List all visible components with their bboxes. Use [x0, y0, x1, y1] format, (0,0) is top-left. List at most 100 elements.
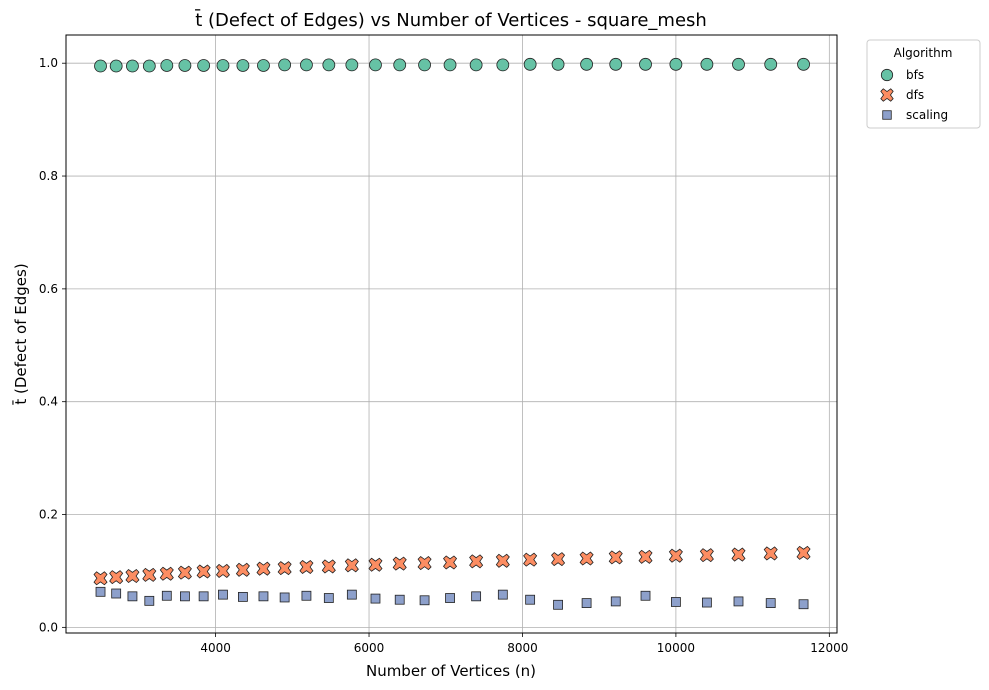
plot-background [66, 35, 837, 633]
plot-frame [65, 34, 838, 634]
scaling-point [161, 590, 172, 601]
scaling-point [497, 589, 508, 600]
scaling-point [144, 595, 155, 606]
dfs-point [608, 550, 623, 565]
dfs-point [125, 568, 140, 584]
dfs-point [235, 562, 250, 577]
x-axis-label: Number of Vertices (n) [366, 662, 536, 680]
bfs-point [700, 57, 714, 71]
scaling-point [127, 591, 138, 602]
scaling-point [765, 598, 776, 608]
legend: Algorithm bfs dfs scaling [866, 39, 981, 129]
dfs-point [417, 556, 432, 571]
dfs-point [551, 552, 566, 567]
legend-marker-dfs [880, 88, 894, 102]
scaling-point [553, 599, 563, 610]
dfs-point [731, 547, 746, 562]
bfs-point [443, 58, 457, 72]
scaling-point [670, 597, 681, 607]
chart-title: t̄ (Defect of Edges) vs Number of Vertic… [194, 9, 707, 31]
dfs-point [796, 545, 811, 560]
y-tick-label: 0.4 [39, 395, 58, 409]
bfs-point [300, 58, 313, 72]
scaling-point [180, 591, 190, 602]
x-tick-label: 12000 [810, 641, 848, 655]
bfs-point [764, 57, 778, 71]
dfs-point [142, 567, 157, 582]
x-tick-label: 6000 [354, 641, 385, 655]
scaling-point [218, 589, 228, 600]
scaling-point [471, 591, 482, 602]
bfs-point [609, 57, 623, 71]
bfs-point [732, 57, 745, 71]
dfs-point [321, 559, 336, 574]
legend-marker-bfs [880, 68, 894, 82]
bfs-point [216, 59, 230, 72]
scaling-point [301, 590, 312, 601]
dfs-point [469, 554, 484, 569]
scaling-point [238, 591, 248, 602]
legend-title: Algorithm [894, 46, 953, 60]
scaling-point [701, 597, 712, 608]
bfs-point [257, 59, 270, 72]
dfs-point [159, 566, 174, 581]
bfs-point [469, 58, 483, 72]
dfs-point [579, 551, 594, 566]
dfs-point [256, 561, 271, 576]
bfs-point [639, 57, 652, 71]
scaling-point [323, 593, 334, 603]
legend-marker-scaling [882, 110, 892, 120]
bfs-point [523, 57, 537, 71]
x-tick-label: 8000 [507, 641, 538, 655]
y-axis-label: t̄ (Defect of Edges) [11, 263, 30, 405]
bfs-point [393, 58, 407, 72]
dfs-point [495, 553, 510, 568]
bfs-point [197, 59, 211, 72]
dfs-point [299, 559, 314, 575]
dfs-point [392, 556, 407, 571]
scaling-point [525, 594, 536, 605]
bfs-point [797, 57, 810, 71]
scaling-point [279, 592, 290, 603]
series-layer [93, 57, 811, 610]
series-scaling [95, 586, 809, 610]
bfs-point [418, 58, 431, 72]
bfs-point [236, 59, 250, 72]
series-dfs [93, 545, 811, 586]
y-tick-label: 0.0 [39, 620, 58, 634]
scaling-point [370, 593, 381, 604]
scaling-point [346, 589, 357, 600]
bfs-point [160, 59, 174, 72]
dfs-point [638, 549, 653, 564]
scaling-point [394, 594, 405, 605]
y-tick-label: 0.6 [39, 282, 58, 296]
bfs-point [369, 58, 382, 72]
bfs-point [109, 59, 123, 73]
y-tick-label: 0.8 [39, 169, 58, 183]
grid-lines [66, 35, 837, 633]
legend-label-dfs: dfs [906, 88, 924, 102]
series-bfs [94, 57, 810, 73]
dfs-point [443, 555, 458, 570]
dfs-point [763, 546, 778, 561]
scaling-point [640, 590, 651, 601]
x-tick-label: 10000 [657, 641, 695, 655]
scaling-point [445, 593, 455, 603]
bfs-point [496, 58, 510, 72]
scaling-point [733, 596, 744, 607]
dfs-point [177, 565, 192, 580]
bfs-point [142, 59, 156, 73]
bfs-point [551, 57, 565, 71]
bfs-point [580, 57, 593, 71]
scaling-point [419, 595, 430, 606]
scaling-point [581, 598, 592, 608]
dfs-point [523, 552, 538, 567]
scaling-point [198, 591, 209, 602]
y-tick-label: 0.2 [39, 508, 58, 522]
dfs-point [215, 563, 230, 578]
scaling-point [610, 596, 621, 607]
bfs-point [178, 59, 192, 72]
axis-ticks: 4000 6000 8000 10000 12000 0.0 0.2 0.4 0.6 0.8 1.0 [39, 56, 849, 655]
bfs-point [345, 58, 359, 72]
